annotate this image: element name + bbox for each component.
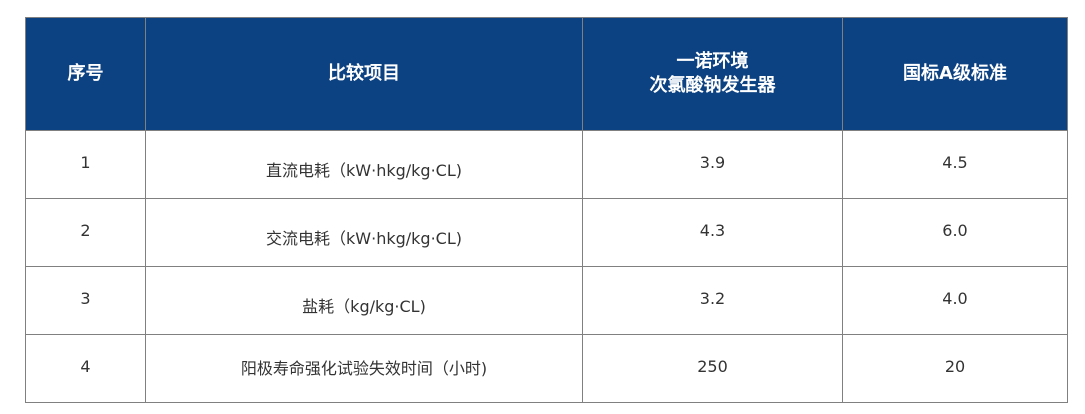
row-no: 1 bbox=[80, 153, 91, 172]
header-row: 序号 比较项目 一诺环境次氯酸钠发生器 国标A级标准 bbox=[25, 17, 1068, 131]
header-product-line1: 一诺环境 bbox=[676, 51, 749, 72]
table-row: 4 阳极寿命强化试验失效时间（小时) 250 20 bbox=[25, 334, 1068, 403]
header-product-line2: 次氯酸钠发生器 bbox=[649, 75, 776, 96]
row-product: 4.3 bbox=[699, 221, 726, 240]
row-no: 3 bbox=[80, 289, 91, 308]
table-row: 2 交流电耗（kW·hkg/kg·CL) 4.3 6.0 bbox=[25, 198, 1068, 267]
row-standard: 20 bbox=[944, 357, 966, 376]
row-product: 250 bbox=[697, 357, 728, 376]
row-item: 直流电耗（kW·hkg/kg·CL) bbox=[266, 160, 462, 180]
row-product: 3.9 bbox=[699, 153, 726, 172]
table-row: 1 直流电耗（kW·hkg/kg·CL) 3.9 4.5 bbox=[25, 130, 1068, 199]
row-item: 盐耗（kg/kg·CL) bbox=[302, 296, 426, 316]
header-no: 序号 bbox=[25, 17, 146, 131]
header-standard: 国标A级标准 bbox=[842, 17, 1068, 131]
table-row: 3 盐耗（kg/kg·CL) 3.2 4.0 bbox=[25, 266, 1068, 335]
comparison-table: 序号 比较项目 一诺环境次氯酸钠发生器 国标A级标准 1 直流电耗（kW·hkg… bbox=[25, 17, 1068, 403]
row-standard: 4.0 bbox=[942, 289, 968, 308]
row-item: 交流电耗（kW·hkg/kg·CL) bbox=[266, 228, 462, 248]
row-standard: 6.0 bbox=[942, 221, 968, 240]
row-no: 4 bbox=[80, 357, 91, 376]
row-standard: 4.5 bbox=[942, 153, 968, 172]
row-product: 3.2 bbox=[699, 289, 726, 308]
row-no: 2 bbox=[80, 221, 91, 240]
header-product: 一诺环境次氯酸钠发生器 bbox=[582, 17, 843, 131]
row-item: 阳极寿命强化试验失效时间（小时) bbox=[240, 358, 488, 378]
header-item: 比较项目 bbox=[145, 17, 583, 131]
